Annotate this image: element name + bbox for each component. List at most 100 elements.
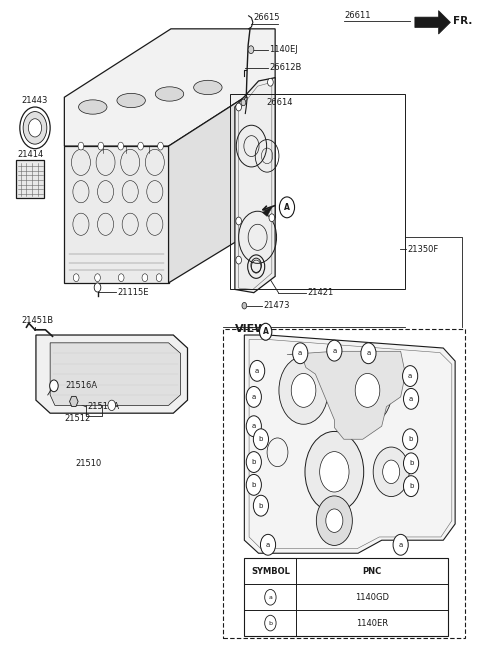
Circle shape	[264, 615, 276, 631]
Circle shape	[355, 373, 380, 407]
Circle shape	[28, 119, 42, 137]
Text: a: a	[266, 542, 270, 548]
Circle shape	[242, 302, 247, 309]
Text: a: a	[268, 595, 272, 600]
Circle shape	[156, 274, 162, 282]
Circle shape	[241, 99, 246, 106]
Text: 21510: 21510	[76, 459, 102, 468]
Text: b: b	[252, 459, 256, 465]
Circle shape	[246, 386, 262, 407]
Circle shape	[327, 340, 342, 361]
Text: A: A	[263, 327, 269, 336]
Text: 26612B: 26612B	[269, 64, 301, 72]
Circle shape	[253, 429, 268, 449]
Text: 21115E: 21115E	[118, 288, 149, 296]
Polygon shape	[70, 396, 78, 407]
Circle shape	[361, 343, 376, 364]
Text: 21516A: 21516A	[66, 381, 98, 390]
Ellipse shape	[193, 80, 222, 95]
Circle shape	[403, 366, 418, 386]
Text: 1140ER: 1140ER	[356, 619, 388, 627]
Circle shape	[279, 197, 295, 217]
Circle shape	[248, 46, 254, 54]
Circle shape	[269, 214, 275, 221]
Text: 21473: 21473	[264, 301, 290, 310]
Text: a: a	[332, 348, 336, 353]
Circle shape	[250, 361, 264, 381]
Text: 21350F: 21350F	[408, 244, 439, 254]
Text: a: a	[366, 350, 371, 356]
Circle shape	[246, 451, 262, 472]
Circle shape	[236, 103, 241, 111]
Circle shape	[267, 78, 273, 86]
Text: 21443: 21443	[22, 96, 48, 105]
Circle shape	[404, 388, 419, 409]
Circle shape	[49, 380, 58, 392]
Circle shape	[404, 453, 419, 474]
Polygon shape	[36, 335, 188, 413]
Circle shape	[261, 534, 276, 555]
Circle shape	[157, 142, 163, 150]
Polygon shape	[50, 343, 180, 405]
Text: 26611: 26611	[345, 11, 371, 20]
Circle shape	[293, 343, 308, 364]
Polygon shape	[64, 29, 275, 146]
Polygon shape	[235, 78, 275, 292]
Text: a: a	[409, 396, 413, 402]
Circle shape	[246, 474, 262, 495]
Circle shape	[78, 142, 84, 150]
Circle shape	[253, 495, 268, 516]
Bar	[16, 160, 45, 198]
Circle shape	[119, 274, 124, 282]
Circle shape	[108, 400, 116, 411]
Circle shape	[393, 534, 408, 555]
Circle shape	[98, 142, 104, 150]
Text: b: b	[252, 482, 256, 488]
Circle shape	[326, 509, 343, 532]
Text: 1140EJ: 1140EJ	[269, 45, 298, 54]
Text: b: b	[409, 483, 413, 489]
Circle shape	[373, 447, 409, 497]
Circle shape	[246, 416, 262, 437]
Text: PNC: PNC	[362, 566, 382, 576]
Circle shape	[279, 357, 328, 424]
Text: 21414: 21414	[17, 150, 43, 159]
Circle shape	[264, 589, 276, 605]
Polygon shape	[263, 206, 273, 216]
Text: a: a	[408, 373, 412, 379]
Polygon shape	[168, 78, 275, 283]
Circle shape	[316, 496, 352, 545]
Circle shape	[20, 107, 50, 148]
Text: FR.: FR.	[453, 16, 472, 26]
Circle shape	[343, 357, 392, 424]
Ellipse shape	[156, 87, 184, 101]
Circle shape	[383, 460, 400, 484]
Text: A: A	[284, 203, 290, 212]
Polygon shape	[244, 335, 455, 553]
Text: a: a	[398, 542, 403, 548]
Circle shape	[73, 274, 79, 282]
Text: a: a	[298, 350, 302, 356]
Circle shape	[320, 451, 349, 492]
Circle shape	[23, 112, 47, 144]
Text: VIEW: VIEW	[235, 324, 267, 334]
Circle shape	[404, 476, 419, 497]
Bar	[244, 558, 448, 636]
Circle shape	[236, 217, 241, 225]
Text: SYMBOL: SYMBOL	[251, 566, 290, 576]
Circle shape	[403, 429, 418, 449]
Circle shape	[291, 373, 316, 407]
Text: a: a	[252, 394, 256, 400]
Text: 1140GD: 1140GD	[355, 593, 389, 602]
Text: 26615: 26615	[254, 13, 280, 22]
Polygon shape	[415, 11, 450, 34]
Circle shape	[236, 256, 241, 264]
FancyBboxPatch shape	[223, 328, 465, 638]
Text: b: b	[409, 461, 413, 466]
Ellipse shape	[79, 100, 107, 114]
Circle shape	[95, 274, 100, 282]
Text: b: b	[259, 436, 263, 442]
Ellipse shape	[117, 93, 145, 108]
Circle shape	[142, 274, 148, 282]
Text: 26614: 26614	[266, 98, 293, 107]
